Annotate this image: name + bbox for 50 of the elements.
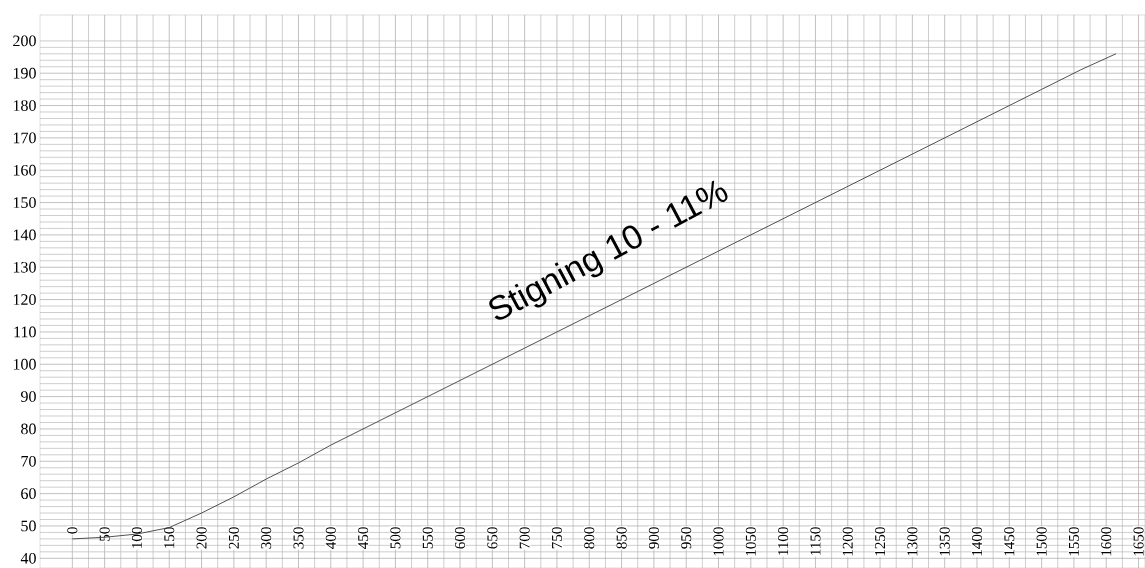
x-tick-label: 1000 — [713, 527, 724, 556]
y-tick-label: 180 — [13, 100, 36, 111]
y-tick-label: 80 — [21, 423, 36, 435]
x-tick-label: 450 — [358, 527, 369, 549]
x-tick-label: 750 — [551, 527, 563, 549]
y-tick-label: 40 — [20, 552, 36, 564]
x-tick-label: 1200 — [842, 527, 853, 556]
y-tick-label: 60 — [21, 488, 36, 500]
x-tick-label: 1100 — [778, 527, 789, 555]
x-tick-label: 350 — [293, 527, 304, 549]
y-tick-label: 110 — [14, 326, 36, 338]
x-tick-label: 150 — [164, 527, 175, 548]
x-tick-label: 1400 — [971, 527, 983, 556]
y-tick-label: 70 — [21, 455, 36, 467]
x-tick-label: 200 — [196, 527, 207, 549]
x-tick-label: 900 — [648, 527, 659, 549]
y-tick-label: 160 — [13, 164, 36, 176]
x-tick-label: 250 — [228, 527, 239, 549]
y-tick-label: 140 — [13, 229, 36, 241]
x-tick-label: 550 — [422, 527, 433, 549]
x-tick-label: 300 — [261, 527, 272, 549]
x-tick-label: 650 — [487, 527, 498, 549]
y-tick-label: 90 — [20, 391, 36, 402]
y-tick-label: 120 — [13, 294, 36, 305]
y-tick-label: 100 — [13, 358, 36, 370]
x-tick-label: 1300 — [907, 527, 918, 556]
x-tick-label: 400 — [325, 527, 336, 549]
x-tick-label: 1600 — [1101, 527, 1112, 556]
y-tick-label: 130 — [13, 261, 36, 273]
x-tick-label: 800 — [584, 527, 595, 549]
x-tick-label: 1250 — [875, 527, 886, 556]
x-tick-label: 1650 — [1133, 527, 1144, 556]
x-tick-label: 950 — [681, 527, 692, 549]
x-tick-label: 50 — [99, 527, 110, 541]
x-tick-label: 0 — [67, 527, 78, 534]
x-tick-label: 1350 — [939, 527, 950, 556]
x-tick-label: 1150 — [810, 527, 821, 555]
x-tick-label: 100 — [131, 527, 142, 548]
x-tick-label: 850 — [616, 527, 627, 549]
x-tick-label: 500 — [390, 527, 401, 549]
y-tick-label: 150 — [13, 197, 36, 208]
x-tick-label: 600 — [454, 527, 466, 549]
y-tick-label: 200 — [13, 35, 36, 47]
x-tick-label: 1450 — [1004, 527, 1015, 556]
x-tick-label: 1050 — [745, 527, 756, 556]
x-tick-label: 1550 — [1068, 527, 1079, 556]
y-tick-label: 190 — [13, 67, 36, 79]
y-tick-label: 170 — [13, 132, 36, 144]
x-tick-label: 1500 — [1036, 527, 1047, 556]
x-tick-label: 700 — [519, 527, 530, 549]
